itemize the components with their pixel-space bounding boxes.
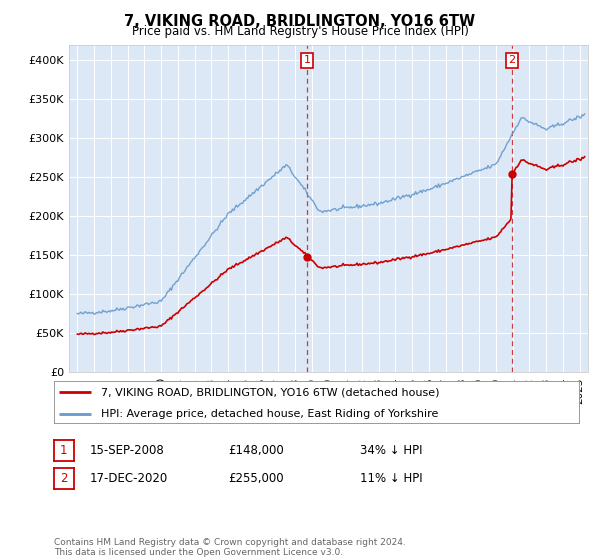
Text: 11% ↓ HPI: 11% ↓ HPI — [360, 472, 422, 486]
Text: 7, VIKING ROAD, BRIDLINGTON, YO16 6TW (detached house): 7, VIKING ROAD, BRIDLINGTON, YO16 6TW (d… — [101, 387, 440, 397]
Text: 1: 1 — [304, 55, 310, 66]
Text: 34% ↓ HPI: 34% ↓ HPI — [360, 444, 422, 458]
Text: HPI: Average price, detached house, East Riding of Yorkshire: HPI: Average price, detached house, East… — [101, 409, 439, 418]
Text: 17-DEC-2020: 17-DEC-2020 — [90, 472, 168, 486]
Text: Contains HM Land Registry data © Crown copyright and database right 2024.
This d: Contains HM Land Registry data © Crown c… — [54, 538, 406, 557]
Text: Price paid vs. HM Land Registry's House Price Index (HPI): Price paid vs. HM Land Registry's House … — [131, 25, 469, 38]
Text: 2: 2 — [60, 472, 68, 486]
Text: 1: 1 — [60, 444, 68, 458]
Text: 15-SEP-2008: 15-SEP-2008 — [90, 444, 165, 458]
Text: £255,000: £255,000 — [228, 472, 284, 486]
Text: 7, VIKING ROAD, BRIDLINGTON, YO16 6TW: 7, VIKING ROAD, BRIDLINGTON, YO16 6TW — [124, 14, 476, 29]
Text: £148,000: £148,000 — [228, 444, 284, 458]
Text: 2: 2 — [508, 55, 515, 66]
